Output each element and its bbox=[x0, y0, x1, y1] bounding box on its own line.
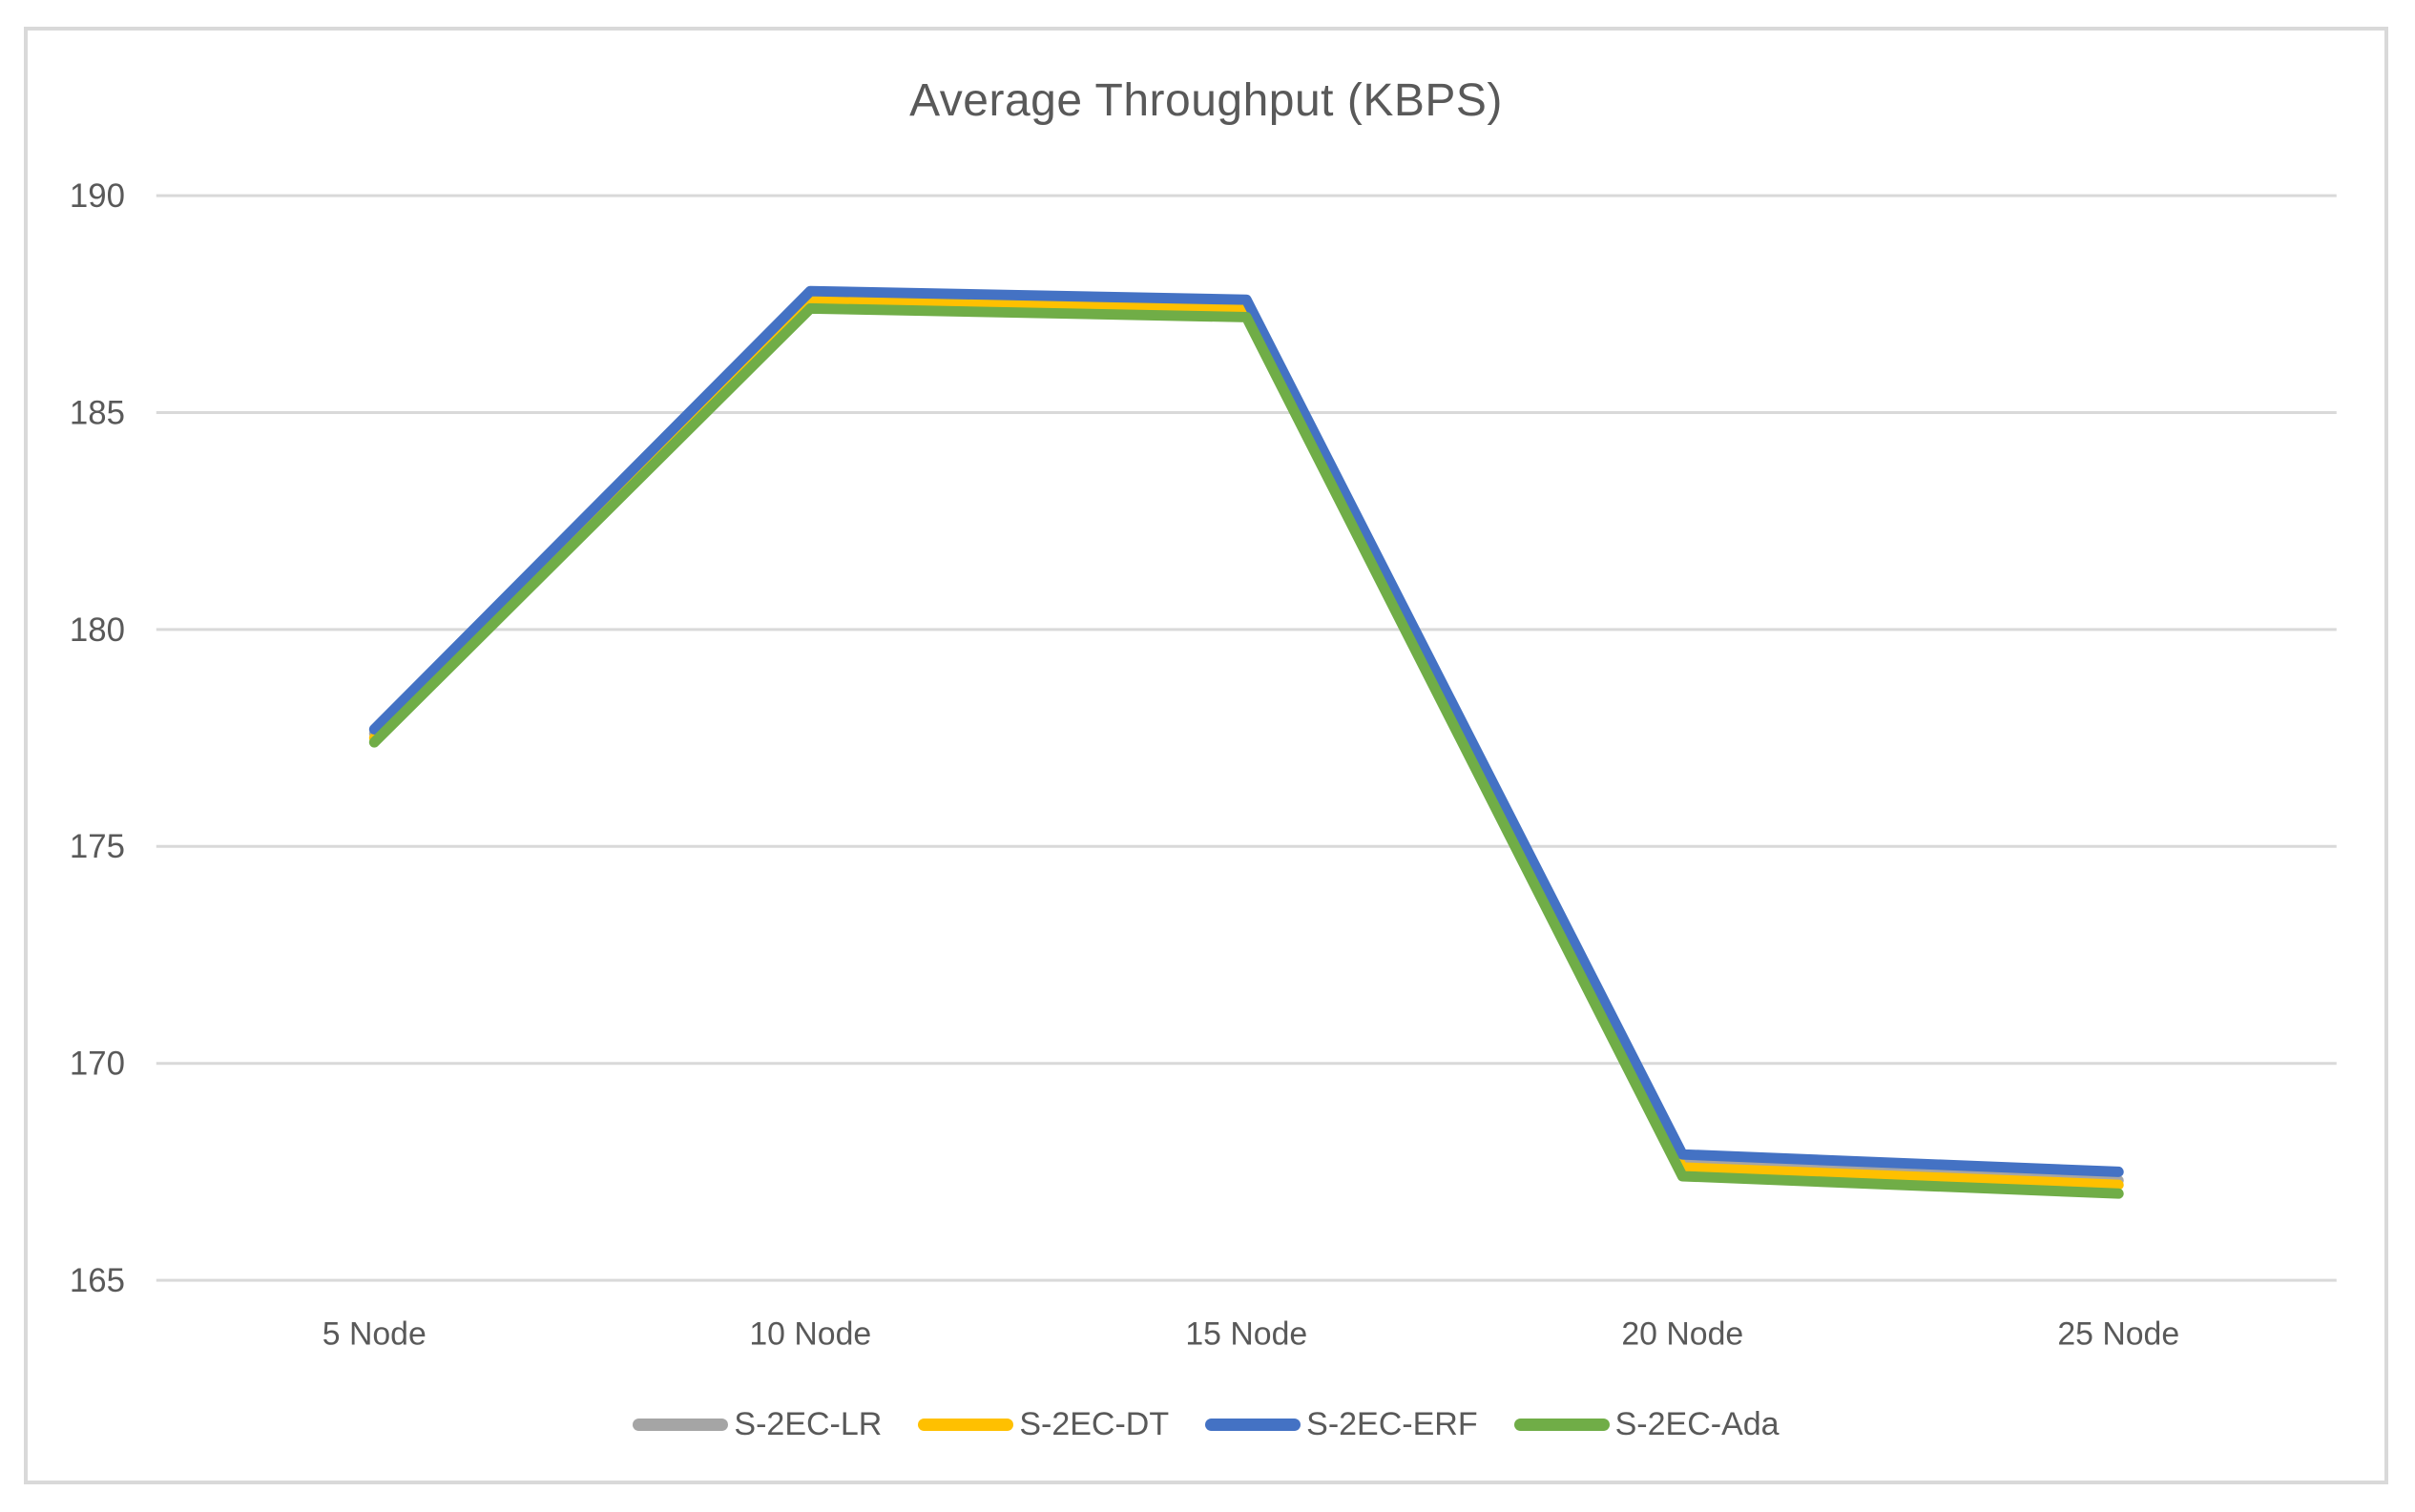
legend-swatch-icon bbox=[918, 1418, 1014, 1431]
series-line-S-2EC-Ada bbox=[368, 302, 2124, 1199]
series-line-S-2EC-DT bbox=[368, 294, 2124, 1191]
legend: S-2EC-LR S-2EC-DT S-2EC-ERF S-2EC-Ada bbox=[28, 1404, 2384, 1444]
legend-item-S-2EC-Ada: S-2EC-Ada bbox=[1513, 1404, 1780, 1444]
legend-item-S-2EC-LR: S-2EC-LR bbox=[633, 1404, 882, 1444]
x-category-label: 15 Node bbox=[1185, 1316, 1307, 1353]
y-tick-label: 170 bbox=[70, 1046, 125, 1083]
y-tick-label: 175 bbox=[70, 828, 125, 865]
chart-title: Average Throughput (KBPS) bbox=[909, 75, 1503, 126]
y-tick-label: 190 bbox=[70, 177, 125, 215]
plot-area: 190 185 180 175 170 165 5 Node 10 Node 15 Node 2… bbox=[70, 177, 2337, 1353]
legend-swatch-icon bbox=[633, 1418, 729, 1431]
series-line-S-2EC-ERF bbox=[368, 285, 2124, 1177]
series-line-S-2EC-LR bbox=[368, 290, 2124, 1186]
legend-swatch-icon bbox=[1205, 1418, 1301, 1431]
y-tick-label: 165 bbox=[70, 1262, 125, 1299]
legend-label: S-2EC-ERF bbox=[1306, 1405, 1478, 1442]
gridline-group bbox=[156, 194, 2337, 1282]
x-category-label: 10 Node bbox=[749, 1316, 871, 1353]
legend-item-S-2EC-DT: S-2EC-DT bbox=[918, 1404, 1169, 1444]
legend-label: S-2EC-LR bbox=[734, 1405, 883, 1442]
legend-item-S-2EC-ERF: S-2EC-ERF bbox=[1205, 1404, 1478, 1444]
y-tick-label: 185 bbox=[70, 394, 125, 431]
series-line-group bbox=[368, 285, 2124, 1199]
legend-swatch-icon bbox=[1513, 1418, 1610, 1431]
legend-label: S-2EC-DT bbox=[1019, 1405, 1170, 1442]
x-axis-category-labels: 5 Node 10 Node 15 Node 20 Node 25 Node bbox=[323, 1316, 2179, 1353]
x-category-label: 25 Node bbox=[2057, 1316, 2179, 1353]
y-tick-label: 180 bbox=[70, 611, 125, 649]
legend-label: S-2EC-Ada bbox=[1614, 1405, 1780, 1442]
y-axis-tick-labels: 190 185 180 175 170 165 bbox=[70, 177, 125, 1299]
chart-frame: Average Throughput (KBPS) 190 185 180 175 17… bbox=[24, 27, 2388, 1484]
x-category-label: 20 Node bbox=[1621, 1316, 1743, 1353]
x-category-label: 5 Node bbox=[323, 1316, 427, 1353]
